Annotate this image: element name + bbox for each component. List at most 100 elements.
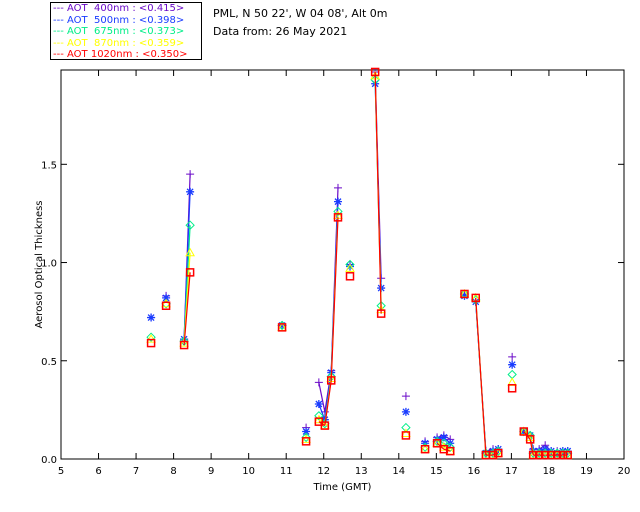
x-axis-label: Time (GMT) <box>313 482 372 493</box>
data-point <box>146 332 156 342</box>
legend-entry: --- AOT 500nm : <0.398> <box>53 14 185 26</box>
data-point <box>147 313 156 322</box>
series-line-segment <box>318 403 326 420</box>
x-tick-label: 17 <box>505 466 518 477</box>
data-point <box>314 399 323 408</box>
chart-title: PML, N 50 22', W 04 08', Alt 0m <box>213 7 388 20</box>
data-point <box>376 309 386 318</box>
data-point <box>528 450 538 460</box>
data-point <box>320 421 330 430</box>
data-point <box>488 450 498 460</box>
data-point <box>546 450 556 460</box>
data-point <box>346 262 355 271</box>
x-tick-label: 11 <box>280 466 293 477</box>
data-point <box>302 427 311 436</box>
series-line-segment <box>330 217 339 381</box>
data-point <box>534 450 544 460</box>
data-point <box>401 428 411 437</box>
x-tick-label: 8 <box>170 466 176 477</box>
chart-subtitle: Data from: 26 May 2021 <box>213 25 348 38</box>
data-point <box>326 376 336 385</box>
data-point <box>525 435 535 444</box>
legend-entry: --- AOT 675nm : <0.373> <box>53 26 185 37</box>
plot-frame <box>60 69 625 460</box>
data-point <box>460 289 469 299</box>
data-point <box>277 323 287 332</box>
data-point <box>420 444 430 454</box>
data-point <box>301 434 311 443</box>
series-asterisk <box>147 79 572 458</box>
data-point <box>146 334 156 343</box>
data-point <box>401 407 410 416</box>
data-point <box>508 352 517 361</box>
data-point <box>558 450 568 460</box>
data-point <box>432 439 442 448</box>
series-line-segment <box>475 297 487 456</box>
x-tick-label: 7 <box>133 466 139 477</box>
data-point <box>552 450 562 460</box>
data-point <box>519 427 529 436</box>
x-tick-label: 13 <box>355 466 368 477</box>
legend-entry: --- AOT 400nm : <0.415> <box>53 3 185 14</box>
data-point <box>161 298 171 308</box>
data-point <box>186 170 195 179</box>
data-point <box>179 338 189 347</box>
x-tick-label: 14 <box>392 466 405 477</box>
data-point <box>301 437 311 446</box>
data-point <box>471 293 480 303</box>
legend-entry: --- AOT 1020nm : <0.350> <box>53 49 188 60</box>
data-point <box>185 220 195 230</box>
legend-entry: --- AOT 870nm : <0.359> <box>53 37 185 49</box>
x-tick-label: 18 <box>543 466 556 477</box>
data-point <box>278 321 287 330</box>
legend: --- AOT 400nm : <0.415> --- AOT 500nm : <… <box>50 2 202 60</box>
data-point <box>313 414 324 424</box>
data-point <box>439 433 448 442</box>
x-tick-label: 20 <box>618 466 631 477</box>
y-tick-label: 1.5 <box>41 160 57 171</box>
data-point <box>507 384 517 393</box>
data-point <box>301 432 311 443</box>
data-point <box>161 301 171 311</box>
data-point <box>186 187 195 196</box>
data-point <box>179 336 189 346</box>
series-diamond <box>146 75 573 458</box>
data-point <box>345 259 355 270</box>
x-tick-label: 12 <box>317 466 330 477</box>
x-tick-label: 19 <box>580 466 593 477</box>
x-tick-label: 16 <box>467 466 480 477</box>
data-point <box>333 197 342 206</box>
series-line-segment <box>318 382 326 412</box>
data-point <box>179 340 189 350</box>
data-point <box>185 268 195 277</box>
data-point <box>345 263 355 272</box>
data-point <box>401 392 410 401</box>
series-line-segment <box>529 439 534 456</box>
data-point <box>185 247 195 257</box>
series-plus <box>147 67 572 456</box>
series-line-segment <box>183 272 191 346</box>
data-point <box>162 293 171 302</box>
data-point <box>508 360 517 369</box>
series-line-segment <box>492 452 499 456</box>
series-line-segment <box>374 71 382 314</box>
data-point <box>333 183 342 192</box>
x-tick-label: 10 <box>242 466 255 477</box>
x-tick-label: 9 <box>208 466 214 477</box>
x-tick-label: 15 <box>430 466 443 477</box>
y-tick-label: 1.0 <box>41 259 57 270</box>
y-tick-label: 0.5 <box>41 357 57 368</box>
y-axis-label: Aerosol Optical Thickness <box>34 200 45 328</box>
series-triangle <box>146 70 573 459</box>
data-point <box>507 369 517 380</box>
data-point <box>494 448 503 458</box>
y-tick-label: 0.0 <box>41 455 57 466</box>
data-point <box>314 378 323 387</box>
series-square <box>146 67 572 460</box>
data-point <box>540 450 550 460</box>
x-tick-label: 6 <box>95 466 101 477</box>
series-line-segment <box>324 380 332 426</box>
data-point <box>563 450 572 460</box>
x-tick-label: 5 <box>58 466 64 477</box>
